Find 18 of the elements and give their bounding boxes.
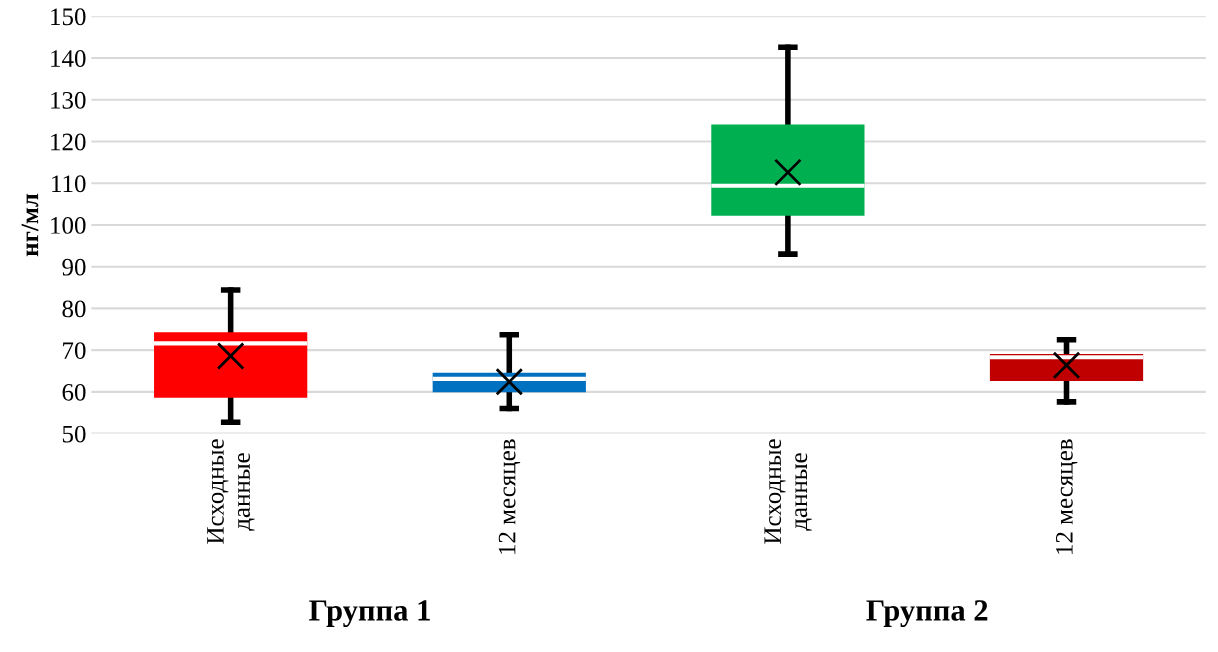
y-tick-label: 50 bbox=[62, 425, 86, 443]
x-tick-label: Исходные данные bbox=[207, 439, 255, 544]
y-tick-label: 60 bbox=[62, 383, 86, 401]
y-tick-label: 120 bbox=[51, 133, 86, 151]
y-tick-label: 110 bbox=[52, 175, 86, 193]
x-tick-label: Исходные данные bbox=[764, 439, 812, 544]
x-tick-label: 12 месяцев bbox=[498, 439, 521, 554]
y-axis-title: нг/мл bbox=[21, 193, 39, 257]
y-tick-label: 130 bbox=[51, 91, 86, 109]
text: Группа 1 bbox=[309, 600, 430, 627]
y-tick-label: 140 bbox=[51, 50, 86, 67]
y-tick-label: 80 bbox=[62, 300, 86, 318]
y-tick-label: 70 bbox=[63, 342, 86, 360]
x-tick-label: 12 месяцев bbox=[1055, 439, 1078, 554]
y-tick-label: 90 bbox=[62, 258, 86, 276]
y-tick-label: 150 bbox=[51, 8, 86, 26]
y-tick-label: 100 bbox=[51, 216, 86, 234]
text: Группа 2 bbox=[866, 600, 988, 627]
